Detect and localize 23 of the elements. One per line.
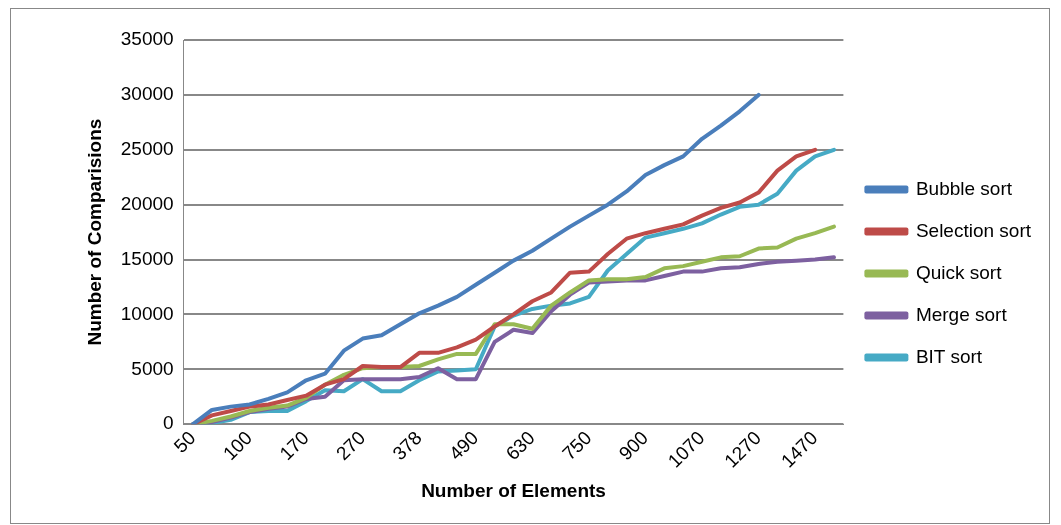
x-tick-label: 750	[558, 426, 596, 465]
legend-label: Selection sort	[915, 219, 1032, 241]
y-tick-label: 0	[163, 412, 174, 434]
x-tick-label: 490	[445, 426, 483, 465]
legend-label: Merge sort	[915, 303, 1008, 325]
y-tick-label: 20000	[120, 192, 174, 214]
x-axis-title: Number of Elements	[421, 479, 606, 501]
x-tick-label: 900	[614, 426, 652, 465]
y-axis-title: Number of Comparisions	[83, 118, 105, 346]
x-tick-label: 170	[275, 426, 313, 465]
legend-label: Bubble sort	[915, 177, 1013, 199]
y-tick-label: 15000	[120, 247, 174, 269]
x-tick-label: 378	[388, 426, 426, 465]
y-tick-label: 25000	[120, 138, 174, 159]
legend-label: Quick sort	[915, 261, 1003, 283]
y-tick-label: 35000	[120, 28, 174, 50]
x-tick-label: 270	[331, 426, 370, 465]
x-tick-label: 100	[218, 426, 257, 465]
y-tick-label: 30000	[120, 83, 174, 105]
y-tick-label: 10000	[120, 302, 174, 324]
x-tick-label: 630	[501, 426, 539, 465]
y-tick-label: 5000	[131, 357, 174, 379]
legend-label: BIT sort	[915, 345, 983, 367]
